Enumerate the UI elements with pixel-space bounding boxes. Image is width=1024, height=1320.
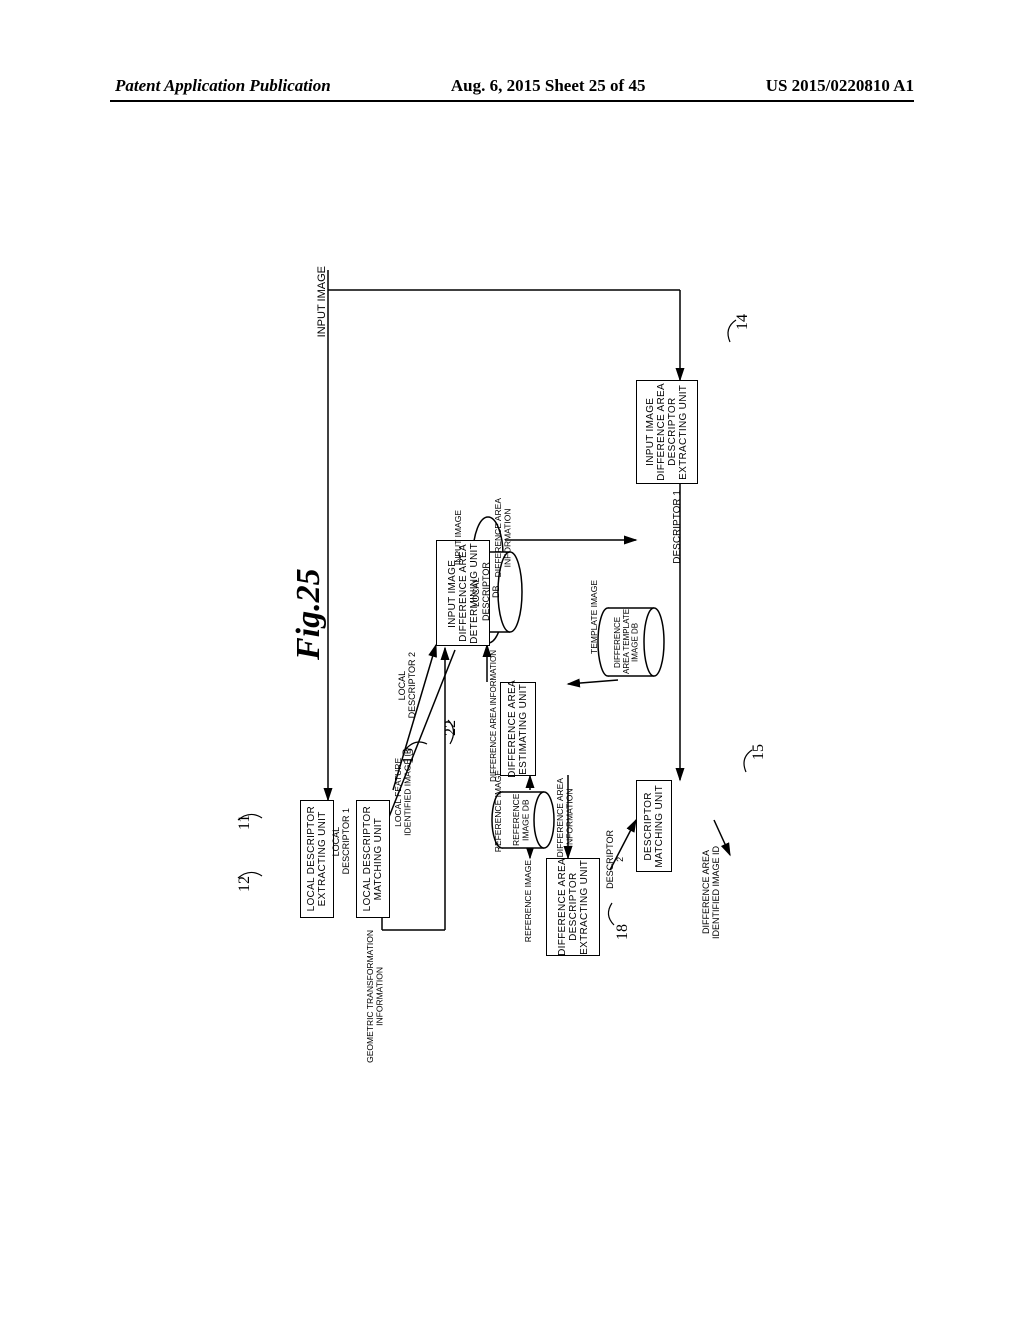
label-local-descriptor-1: LOCAL DESCRIPTOR 1 [332, 808, 352, 874]
ref-18: 18 [614, 924, 632, 940]
block-11-text: LOCAL DESCRIPTOR EXTRACTING UNIT [306, 806, 328, 911]
block-14-text: INPUT IMAGE DIFFERENCE AREA DESCRIPTOR E… [645, 383, 689, 481]
block-descriptor-matching-unit: DESCRIPTOR MATCHING UNIT [636, 780, 672, 872]
ref-15: 15 [750, 744, 768, 760]
ref-12: 12 [236, 876, 254, 892]
block-12-text: LOCAL DESCRIPTOR MATCHING UNIT [362, 806, 384, 911]
block-local-descriptor-matching-unit: LOCAL DESCRIPTOR MATCHING UNIT [356, 800, 390, 918]
label-diff-area-info-2: DIFFERENCE AREA INFORMATION [490, 650, 499, 782]
db-reference-image-label: REFERENCE IMAGE DB [512, 794, 531, 846]
label-diff-area-info-1: DIFFERENCE AREA INFORMATION [494, 498, 513, 577]
diagram-canvas: LOCAL DESCRIPTOR EXTRACTING UNIT LOCAL D… [0, 0, 1024, 1320]
label-reference-image-1: REFERENCE IMAGE [494, 770, 503, 852]
label-local-descriptor-2: LOCAL DESCRIPTOR 2 [398, 652, 418, 718]
block-diff-area-descriptor-extracting-unit: DIFFERENCE AREA DESCRIPTOR EXTRACTING UN… [546, 858, 600, 956]
label-input-image: INPUT IMAGE [316, 266, 328, 337]
block-15-text: DESCRIPTOR MATCHING UNIT [643, 785, 665, 868]
block-22-text: DIFFERENCE AREA ESTIMATING UNIT [507, 680, 529, 778]
block-18-text: DIFFERENCE AREA DESCRIPTOR EXTRACTING UN… [557, 858, 590, 956]
block-local-descriptor-extracting-unit: LOCAL DESCRIPTOR EXTRACTING UNIT [300, 800, 334, 918]
label-reference-image-2: REFERENCE IMAGE [524, 860, 533, 942]
ref-13: 13 [400, 748, 418, 764]
db-diff-area-template-label: DIFFERENCE AREA TEMPLATE IMAGE DB [614, 610, 640, 674]
ref-14: 14 [734, 314, 752, 330]
block-input-image-diff-area-descriptor-extracting-unit: INPUT IMAGE DIFFERENCE AREA DESCRIPTOR E… [636, 380, 698, 484]
ref-11: 11 [236, 815, 254, 830]
label-input-image-2: INPUT IMAGE [454, 510, 463, 565]
label-diff-area-identified-image-id: DIFFERENCE AREA IDENTIFIED IMAGE ID [702, 846, 722, 939]
label-diff-area-info-3: DIFFERENCE AREA INFORMATION [556, 778, 575, 857]
label-descriptor-1: DESCRIPTOR 1 [672, 490, 683, 564]
label-descriptor-2: DESCRIPTOR 2 [606, 830, 626, 889]
label-template-image: TEMPLATE IMAGE [590, 580, 599, 654]
block-difference-area-estimating-unit: DIFFERENCE AREA ESTIMATING UNIT [500, 682, 536, 776]
ref-22: 22 [442, 720, 460, 736]
label-geometric-transformation: GEOMETRIC TRANSFORMATION INFORMATION [366, 930, 385, 1063]
db-shapes [0, 0, 1024, 1320]
